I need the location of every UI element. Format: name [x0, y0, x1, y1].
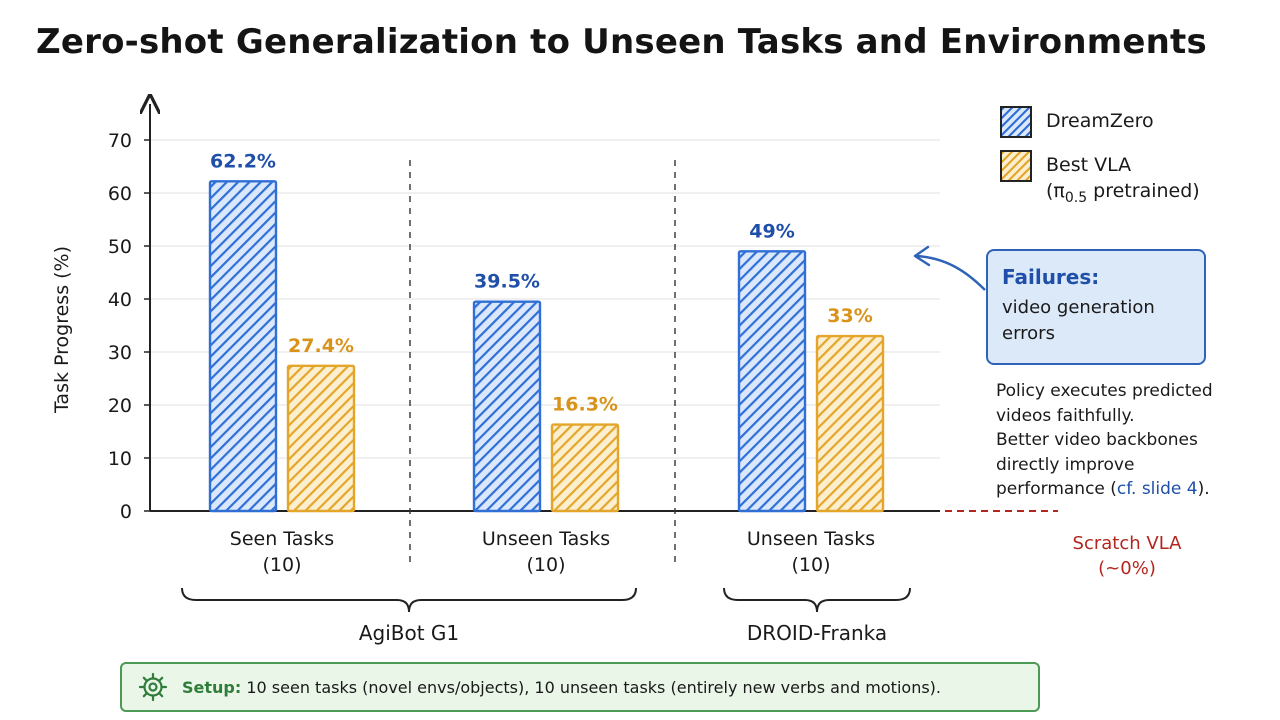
legend-label-best-vla-close: pretrained) [1087, 180, 1200, 202]
y-tick-label: 50 [108, 236, 132, 258]
gear-icon [138, 672, 168, 702]
y-tick-label: 30 [108, 342, 132, 364]
x-tick-label: (10) [526, 554, 565, 576]
setup-description: 10 seen tasks (novel envs/objects), 10 u… [241, 677, 941, 697]
data-label: 62.2% [210, 150, 276, 172]
data-label: 16.3% [552, 394, 618, 416]
data-label: 27.4% [288, 335, 354, 357]
y-tick-label: 20 [108, 395, 132, 417]
page-title: Zero-shot Generalization to Unseen Tasks… [36, 22, 1207, 62]
x-tick-label: (10) [262, 554, 301, 576]
x-tick-label: Unseen Tasks [747, 528, 875, 550]
y-tick-label: 40 [108, 289, 132, 311]
x-tick-label: (10) [791, 554, 830, 576]
legend: DreamZero Best VLA (π0.5 pretrained) [1000, 106, 1200, 223]
y-tick-label: 0 [120, 501, 132, 523]
legend-label-best-vla: Best VLA (π0.5 pretrained) [1046, 150, 1200, 211]
scratch-vla-label: Scratch VLA [1073, 533, 1183, 554]
y-tick-label: 60 [108, 183, 132, 205]
data-label: 39.5% [474, 271, 540, 293]
legend-item-best-vla: Best VLA (π0.5 pretrained) [1000, 150, 1200, 211]
legend-item-dreamzero: DreamZero [1000, 106, 1200, 138]
setup-label: Setup: [182, 677, 242, 697]
policy-note: Policy executes predicted videos faithfu… [996, 379, 1276, 502]
failures-arrow [916, 254, 986, 291]
y-axis-label: Task Progress (%) [51, 246, 73, 414]
y-tick-label: 10 [108, 448, 132, 470]
failures-title: Failures: [1002, 265, 1100, 289]
bar-best-vla [815, 334, 885, 513]
x-tick-label: Unseen Tasks [482, 528, 610, 550]
x-tick-label: Seen Tasks [230, 528, 334, 550]
legend-label-best-vla-sub: 0.5 [1064, 189, 1088, 206]
bar-best-vla [286, 364, 356, 513]
note-line-5-pre: performance ( [996, 479, 1117, 499]
legend-label-best-vla-open: (π [1046, 180, 1065, 202]
legend-label-best-vla-line1: Best VLA [1046, 154, 1132, 176]
group-label: DROID-Franka [747, 621, 887, 645]
group-brace-droid [723, 587, 911, 613]
note-line-3: Better video backbones [996, 430, 1198, 450]
failures-text: video generation errors [1002, 295, 1190, 347]
bar-dreamzero [737, 250, 807, 513]
axes-layer [144, 104, 940, 613]
bar-best-vla [550, 423, 620, 513]
failures-callout: Failures: video generation errors [986, 249, 1206, 365]
setup-text: Setup: 10 seen tasks (novel envs/objects… [182, 678, 941, 697]
note-line-1: Policy executes predicted [996, 381, 1213, 401]
legend-swatch-best-vla [1000, 150, 1032, 182]
data-label: 49% [749, 220, 794, 242]
y-tick-label: 70 [108, 130, 132, 152]
failures-arrowhead [913, 245, 931, 267]
labels-layer: 0 10 20 30 40 50 60 70 Task Progress (%) 62.2% 39.… [51, 130, 887, 645]
setup-banner: Setup: 10 seen tasks (novel envs/objects… [120, 662, 1040, 712]
legend-label-dreamzero: DreamZero [1046, 110, 1154, 132]
legend-swatch-dreamzero [1000, 106, 1032, 138]
note-line-2: videos faithfully. [996, 405, 1135, 426]
group-brace-agibot [181, 587, 637, 613]
failures-line-2: errors [1002, 323, 1055, 344]
bar-dreamzero [208, 180, 278, 513]
failures-line-1: video generation [1002, 297, 1155, 318]
annotation-layer: Scratch VLA (~0%) [913, 245, 1183, 579]
note-slide-reference: cf. slide 4 [1116, 479, 1198, 499]
bars-layer [208, 180, 885, 513]
grid-layer [150, 139, 940, 459]
scratch-vla-value: (~0%) [1098, 558, 1156, 579]
note-line-4: directly improve [996, 454, 1135, 475]
note-line-5-post: ). [1197, 479, 1210, 499]
data-label: 33% [827, 305, 872, 327]
bar-dreamzero [472, 300, 542, 513]
group-label: AgiBot G1 [359, 621, 459, 645]
